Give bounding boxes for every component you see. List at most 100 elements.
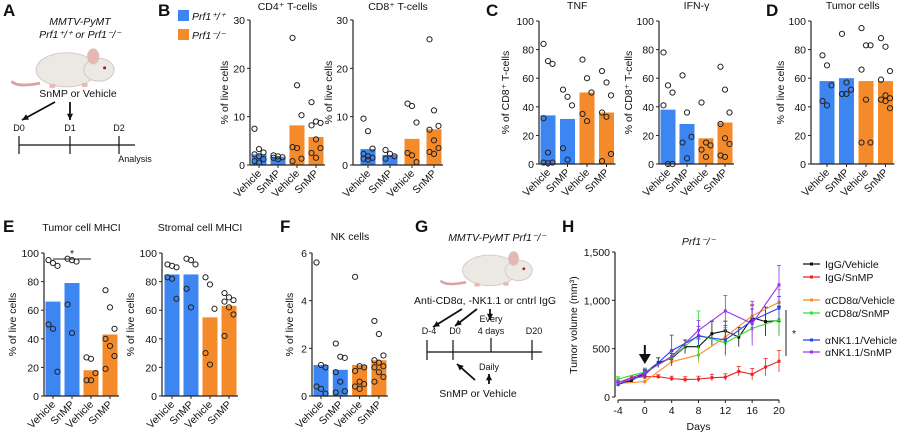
data-point <box>352 273 359 280</box>
data-point <box>683 378 687 382</box>
data-point <box>877 35 885 42</box>
data-point <box>683 109 691 116</box>
data-point <box>361 364 368 371</box>
y-tick-label: 20 <box>145 362 157 374</box>
data-point <box>603 113 610 120</box>
data-point <box>882 43 889 50</box>
data-point <box>54 368 61 375</box>
chart-title: Tumor cell MHCI <box>42 222 120 234</box>
data-point <box>293 144 301 152</box>
y-axis-label: % of live cells <box>775 61 787 125</box>
y-tick-label: 0 <box>239 160 245 172</box>
data-point <box>260 149 267 156</box>
y-tick-label: 20 <box>642 130 654 142</box>
data-point <box>413 119 420 126</box>
y-tick-label: 40 <box>794 102 806 114</box>
y-tick-label: 0 <box>301 391 307 403</box>
y-tick-label: 60 <box>27 305 39 317</box>
y-tick-label: 0 <box>528 159 534 171</box>
data-point <box>697 377 700 381</box>
legend-marker <box>810 338 813 342</box>
data-point <box>308 149 315 157</box>
series-αNK1.1/SnMP <box>616 265 781 385</box>
data-point <box>187 304 195 311</box>
y-axis-label: % of live cells <box>125 293 137 357</box>
data-point <box>206 361 214 368</box>
data-point <box>579 56 586 63</box>
legend-swatch <box>178 10 189 21</box>
y-axis-label: % of CD8⁺ T-cells <box>623 51 635 135</box>
y-tick-label: 2 <box>301 343 307 355</box>
data-point <box>102 287 109 294</box>
bar <box>332 369 348 396</box>
data-point <box>255 153 263 160</box>
data-point <box>858 66 865 73</box>
data-point <box>697 328 700 332</box>
data-point <box>308 122 315 129</box>
bar <box>717 122 733 164</box>
chart-title: IFN-γ <box>684 0 710 12</box>
data-point <box>202 350 209 357</box>
data-point <box>430 107 438 114</box>
y-tick-label: 4 <box>301 296 307 308</box>
data-point <box>549 60 556 68</box>
y-tick-label: 0 <box>800 159 806 171</box>
y-tick-label: 20 <box>794 130 806 142</box>
bar <box>164 274 180 396</box>
data-point <box>337 378 344 385</box>
schematic-genotype: Prf1⁺/⁺ or Prf1⁻/⁻ <box>39 29 122 41</box>
data-point <box>45 321 52 328</box>
data-point <box>298 155 305 162</box>
data-point <box>54 262 61 269</box>
bar <box>102 334 118 396</box>
data-point <box>679 72 686 79</box>
data-point <box>616 381 620 384</box>
data-point <box>737 369 741 373</box>
data-point <box>862 42 870 49</box>
data-point <box>230 297 237 304</box>
arrow-icon-head <box>66 113 74 120</box>
data-point <box>549 159 556 166</box>
data-point <box>564 156 571 163</box>
y-tick-label: 100 <box>21 248 39 260</box>
data-point <box>583 75 591 82</box>
data-point <box>679 139 686 146</box>
data-point <box>375 359 382 366</box>
data-point <box>669 89 676 96</box>
data-point <box>717 63 724 70</box>
data-point <box>726 109 733 116</box>
data-point <box>341 388 348 395</box>
data-point <box>369 145 376 152</box>
y-tick-label: 100 <box>516 16 534 28</box>
data-point <box>702 139 710 146</box>
data-point <box>710 376 714 380</box>
mouse-head <box>83 57 115 82</box>
y-tick-label: 60 <box>794 73 806 85</box>
arrow-icon-head <box>22 114 29 120</box>
y-tick-label: 30 <box>336 15 348 27</box>
data-point <box>886 105 894 112</box>
data-point <box>352 367 359 375</box>
bar <box>352 365 368 396</box>
legend-marker <box>810 350 813 354</box>
data-point <box>435 144 442 152</box>
data-point <box>886 67 894 75</box>
data-point <box>293 82 301 89</box>
bar <box>382 154 398 165</box>
mouse-foot <box>474 283 480 287</box>
data-point <box>660 49 667 56</box>
daily-label: Daily <box>479 362 500 372</box>
y-axis-label: Tumor volume (mm³) <box>568 276 580 374</box>
mouse-tail <box>439 279 467 286</box>
y-tick-label: 80 <box>27 277 39 289</box>
data-point <box>750 322 754 326</box>
data-point <box>317 144 324 152</box>
panel-letter: H <box>562 217 574 236</box>
y-tick-label: 80 <box>522 45 534 57</box>
y-tick-label: 80 <box>145 277 157 289</box>
data-point <box>629 379 633 383</box>
mouse-eye <box>103 66 107 70</box>
data-point <box>430 137 438 144</box>
data-point <box>721 153 729 160</box>
schematic-treatment: SnMP or Vehicle <box>439 388 517 400</box>
